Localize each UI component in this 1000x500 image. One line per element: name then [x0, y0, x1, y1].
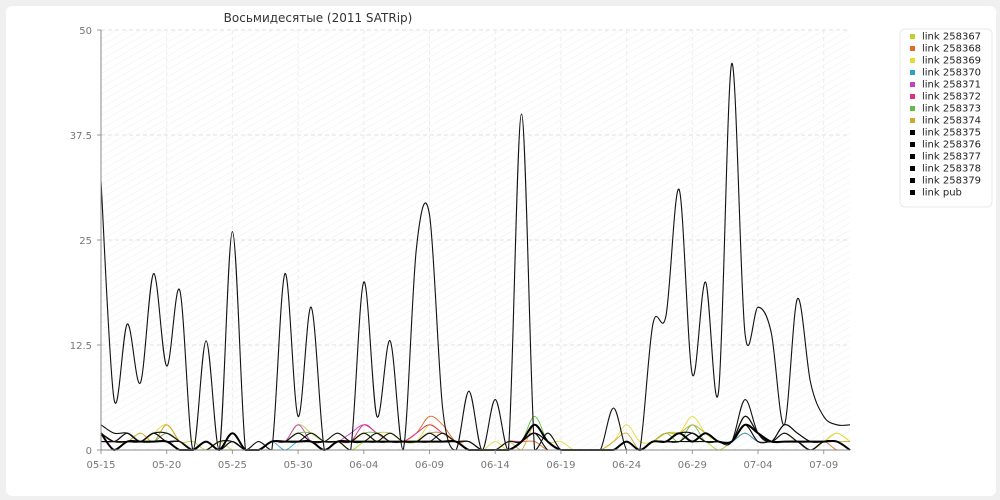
legend-item-label[interactable]: link 258375 [922, 128, 981, 139]
legend-swatch [910, 166, 915, 171]
y-tick-label: 0 [86, 446, 92, 457]
legend-swatch [910, 106, 915, 111]
legend-swatch [910, 118, 915, 123]
legend-item-label[interactable]: link 258372 [922, 92, 981, 103]
legend-item-label[interactable]: link 258370 [922, 68, 981, 79]
legend-item-label[interactable]: link 258369 [922, 56, 981, 67]
axes: 0 12.5 25 37.5 50 05-15 05-20 05-25 05-30 06-04 06… [70, 26, 850, 471]
legend-swatch [910, 94, 915, 99]
x-tick-label: 05-30 [284, 460, 313, 471]
legend-swatch [910, 178, 915, 183]
plot-area [100, 29, 850, 451]
legend-item-label[interactable]: link 258377 [922, 152, 981, 163]
legend-item-label[interactable]: link 258373 [922, 104, 981, 115]
x-tick-label: 05-15 [86, 460, 115, 471]
legend-swatch [910, 154, 915, 159]
x-tick-label: 06-04 [349, 460, 378, 471]
y-tick-label: 12.5 [70, 341, 92, 352]
legend-swatch [910, 70, 915, 75]
legend-item-label[interactable]: link pub [922, 188, 962, 199]
legend-item-label[interactable]: link 258378 [922, 164, 981, 175]
x-tick-label: 06-14 [481, 460, 510, 471]
x-tick-label: 05-25 [218, 460, 247, 471]
legend-item-label[interactable]: link 258368 [922, 44, 981, 55]
x-tick-label: 07-09 [809, 460, 838, 471]
legend-swatch [910, 130, 915, 135]
legend-box [899, 28, 993, 208]
legend-swatch [910, 46, 915, 51]
legend-item-label[interactable]: link 258374 [922, 116, 981, 127]
legend-item-label[interactable]: link 258367 [922, 32, 981, 43]
x-tick-label: 06-29 [678, 460, 707, 471]
y-tick-label: 50 [79, 26, 92, 37]
y-tick-label: 37.5 [70, 131, 92, 142]
x-tick-label: 05-20 [152, 460, 181, 471]
x-tick-label: 06-09 [415, 460, 444, 471]
legend-swatch [910, 58, 915, 63]
legend-swatch [910, 82, 915, 87]
legend-item-label[interactable]: link 258379 [922, 176, 981, 187]
legend-swatch [910, 190, 915, 195]
x-tick-label: 06-24 [612, 460, 641, 471]
legend-swatch [910, 34, 915, 39]
legend-swatch [910, 142, 915, 147]
legend-item-label[interactable]: link 258376 [922, 140, 981, 151]
chart-title: Восьмидесятые (2011 SATRip) [224, 11, 413, 25]
y-tick-label: 25 [79, 236, 92, 247]
x-tick-label: 07-04 [743, 460, 772, 471]
x-tick-label: 06-19 [546, 460, 575, 471]
series-line-link-258375 [100, 63, 851, 451]
legend-item-label[interactable]: link 258371 [922, 80, 981, 91]
